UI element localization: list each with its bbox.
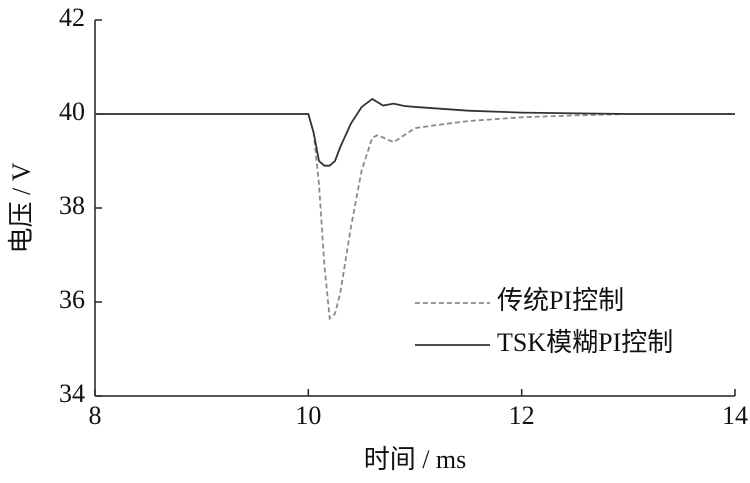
legend-label: TSK模糊PI控制: [497, 328, 673, 357]
y-tick-label: 40: [59, 97, 85, 126]
x-axis-label: 时间 / ms: [364, 445, 467, 474]
legend-label: 传统PI控制: [497, 286, 624, 315]
y-tick-label: 36: [59, 285, 85, 314]
y-axis-label: 电压 / V: [7, 162, 36, 253]
series-line: [95, 97, 735, 167]
x-tick-label: 12: [509, 401, 535, 430]
y-tick-label: 38: [59, 191, 85, 220]
x-tick-label: 8: [89, 401, 102, 430]
x-tick-label: 14: [722, 401, 748, 430]
y-tick-label: 34: [59, 379, 85, 408]
y-tick-label: 42: [59, 3, 85, 32]
x-tick-label: 10: [295, 401, 321, 430]
series-line: [95, 113, 735, 321]
